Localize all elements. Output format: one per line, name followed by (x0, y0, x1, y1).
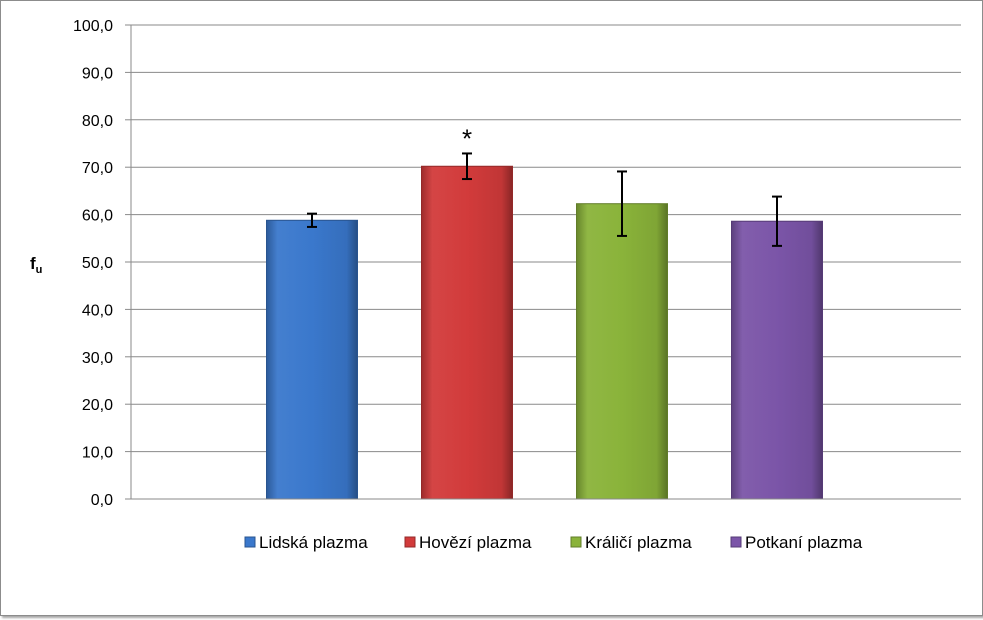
legend-swatch (404, 536, 416, 548)
gridlines (131, 24, 961, 453)
legend-item-2: Hovězí plazma (404, 533, 532, 552)
bar-2 (421, 165, 513, 500)
error-bar-3 (617, 170, 627, 237)
bar-3 (576, 203, 668, 500)
legend-label: Potkaní plazma (745, 533, 863, 552)
legend-label: Hovězí plazma (419, 533, 532, 552)
y-tick-label: 80,0 (82, 113, 113, 130)
y-tick-label: 30,0 (82, 350, 113, 367)
legend-label: Lidská plazma (259, 533, 368, 552)
y-tick-label: 60,0 (82, 208, 113, 225)
error-bar-1 (307, 212, 317, 228)
legend-swatch (244, 536, 256, 548)
y-axis-label: fu (30, 254, 42, 276)
bars (266, 165, 823, 500)
bar-1 (266, 219, 358, 500)
y-tick-label: 70,0 (82, 160, 113, 177)
y-tick-label: 20,0 (82, 397, 113, 414)
legend-item-1: Lidská plazma (244, 533, 368, 552)
legend-item-3: Králičí plazma (570, 533, 692, 552)
y-tick-label: 40,0 (82, 302, 113, 319)
annotation-1: * (462, 123, 472, 153)
y-axis-label-subscript: u (36, 264, 43, 276)
legend-item-4: Potkaní plazma (730, 533, 863, 552)
error-bars (307, 152, 782, 247)
y-tick-label: 50,0 (82, 255, 113, 272)
legend: Lidská plazma Hovězí plazma Králičí plazma… (244, 533, 863, 552)
y-tick-label: 90,0 (82, 65, 113, 82)
y-axis-ticks: 0,0 10,0 20,0 30,0 40,0 50,0 60,0 70,0 80,0 90,0 1… (73, 18, 131, 509)
legend-swatch (570, 536, 582, 548)
y-tick-label: 100,0 (73, 18, 113, 35)
axes (130, 25, 961, 500)
y-tick-label: 0,0 (91, 492, 113, 509)
legend-swatch (730, 536, 742, 548)
bar-4 (731, 220, 823, 500)
error-bar-2 (462, 152, 472, 181)
legend-label: Králičí plazma (585, 533, 692, 552)
error-bar-4 (772, 195, 782, 247)
y-tick-label: 10,0 (82, 445, 113, 462)
y-axis-label-main: f (30, 254, 36, 273)
annotations: * (462, 123, 472, 153)
